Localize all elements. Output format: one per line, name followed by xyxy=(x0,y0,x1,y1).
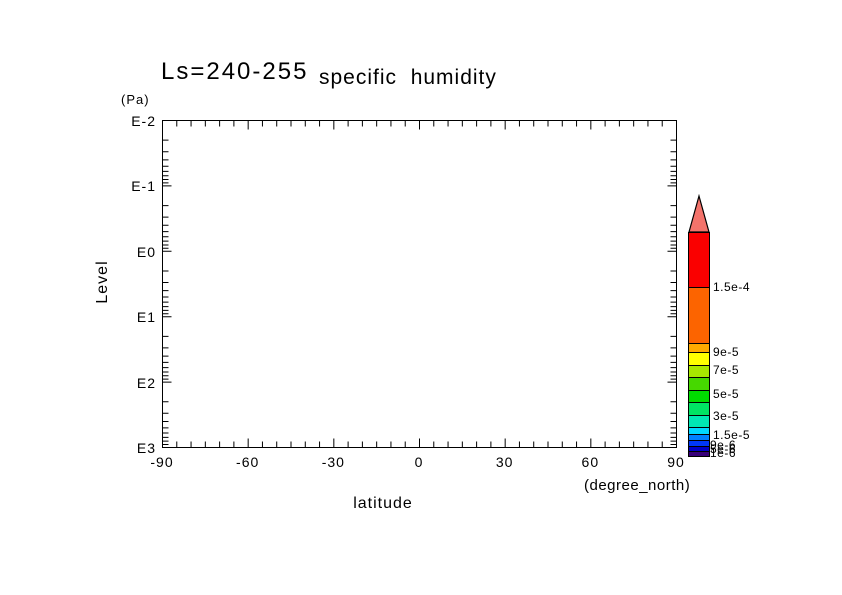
y-tick-label: E0 xyxy=(136,243,156,260)
x-axis-unit-label: (degree_north) xyxy=(584,477,691,494)
colorbar-label: 1.5e-5 xyxy=(713,428,751,442)
colorbar-label: 5e-5 xyxy=(713,387,740,401)
x-tick-label: 60 xyxy=(581,454,600,470)
colorbar-segment xyxy=(688,451,710,457)
y-axis-name: Level xyxy=(94,260,111,304)
colorbar-segment xyxy=(688,352,710,366)
x-tick-label: -60 xyxy=(236,454,260,470)
plot-title-ls-range: Ls=240-255 xyxy=(161,58,309,85)
colorbar-segment xyxy=(688,287,710,344)
y-axis-unit-label: (Pa) xyxy=(121,92,150,107)
x-tick-label: 30 xyxy=(495,454,514,470)
colorbar-segment xyxy=(688,402,710,416)
y-tick-label: E3 xyxy=(136,440,156,456)
plot-title-variable: specific humidity xyxy=(319,66,497,89)
colorbar-label: 5e-6 xyxy=(710,442,737,456)
colorbar-label: 1.5e-4 xyxy=(713,280,751,294)
y-tick-label: E1 xyxy=(136,309,156,326)
x-tick-label: -30 xyxy=(321,454,345,470)
x-tick-label: 90 xyxy=(667,454,685,470)
colorbar-overflow-arrow-icon xyxy=(688,194,710,233)
colorbar-label: 9e-5 xyxy=(713,345,740,359)
x-axis-name: latitude xyxy=(353,495,413,512)
colorbar-segment xyxy=(688,232,710,288)
colorbar-label: 7e-5 xyxy=(713,363,740,377)
colorbar-segment xyxy=(688,377,710,391)
y-tick-label: E-1 xyxy=(131,178,156,195)
colorbar-label: 1e-6 xyxy=(710,446,737,460)
x-tick-label: 0 xyxy=(414,454,424,470)
y-tick-label: E-2 xyxy=(131,113,156,129)
plot-frame xyxy=(162,120,677,448)
colorbar-label: 3e-5 xyxy=(713,409,740,423)
y-tick-label: E2 xyxy=(136,374,156,391)
colorbar-label: 9e-6 xyxy=(710,438,737,452)
x-tick-label: -90 xyxy=(150,454,174,470)
